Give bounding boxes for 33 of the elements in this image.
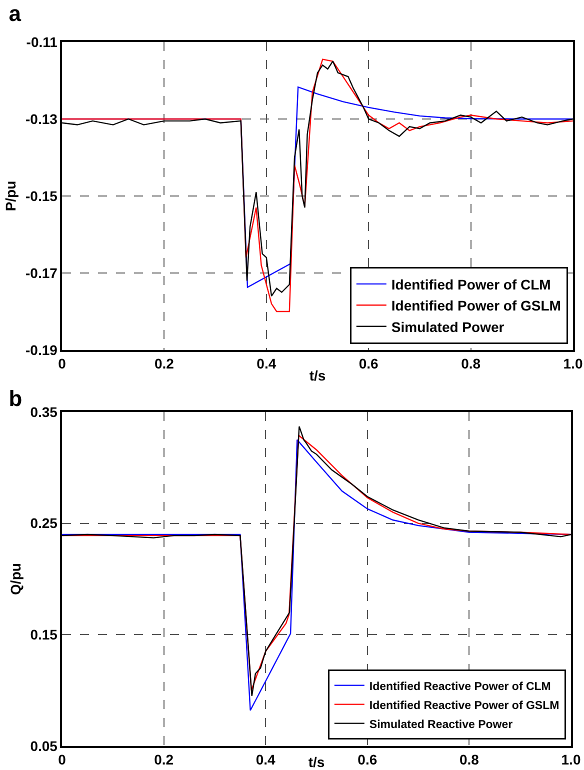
chart-title: a: [8, 1, 22, 26]
legend-label: Simulated Power: [391, 318, 505, 335]
x-tick-label: 0.2: [154, 356, 174, 372]
x-axis-title: t/s: [308, 754, 325, 770]
y-tick-label: -0.17: [26, 264, 58, 281]
legend-label: Identified Reactive Power of GSLM: [369, 700, 560, 712]
x-tick-label: 0: [58, 356, 66, 372]
chart-title: b: [8, 386, 22, 412]
x-tick-label: 0.4: [256, 752, 276, 768]
legend-label: Identified Power of GSLM: [391, 298, 561, 314]
y-tick-label: -0.11: [26, 34, 58, 50]
x-axis-title: t/s: [309, 367, 326, 384]
y-tick-label: 0.25: [30, 515, 58, 532]
x-tick-label: 0.2: [154, 752, 174, 768]
x-tick-label: 1.0: [563, 356, 583, 372]
y-tick-label: 0.15: [30, 626, 58, 643]
x-tick-label: 0.4: [256, 356, 276, 372]
x-tick-label: 1.0: [561, 752, 581, 768]
legend-label: Identified Reactive Power of CLM: [369, 680, 551, 693]
x-tick-label: 0.8: [461, 356, 481, 372]
x-tick-label: 0.6: [358, 356, 379, 372]
y-tick-label: 0.35: [30, 404, 58, 420]
legend-label: Identified Power of CLM: [391, 276, 551, 292]
x-tick-label: 0.6: [358, 752, 378, 768]
x-tick-label: 0.8: [459, 752, 480, 768]
y-tick-label: -0.19: [26, 342, 58, 358]
y-axis-title: Q/pu: [7, 563, 24, 595]
y-tick-label: -0.15: [26, 188, 58, 204]
y-tick-label: -0.13: [26, 110, 58, 127]
legend-label: Simulated Reactive Power: [369, 718, 514, 731]
y-tick-label: 0.05: [30, 738, 58, 754]
x-tick-label: 0: [58, 752, 66, 768]
y-axis-title: P/pu: [2, 180, 19, 212]
